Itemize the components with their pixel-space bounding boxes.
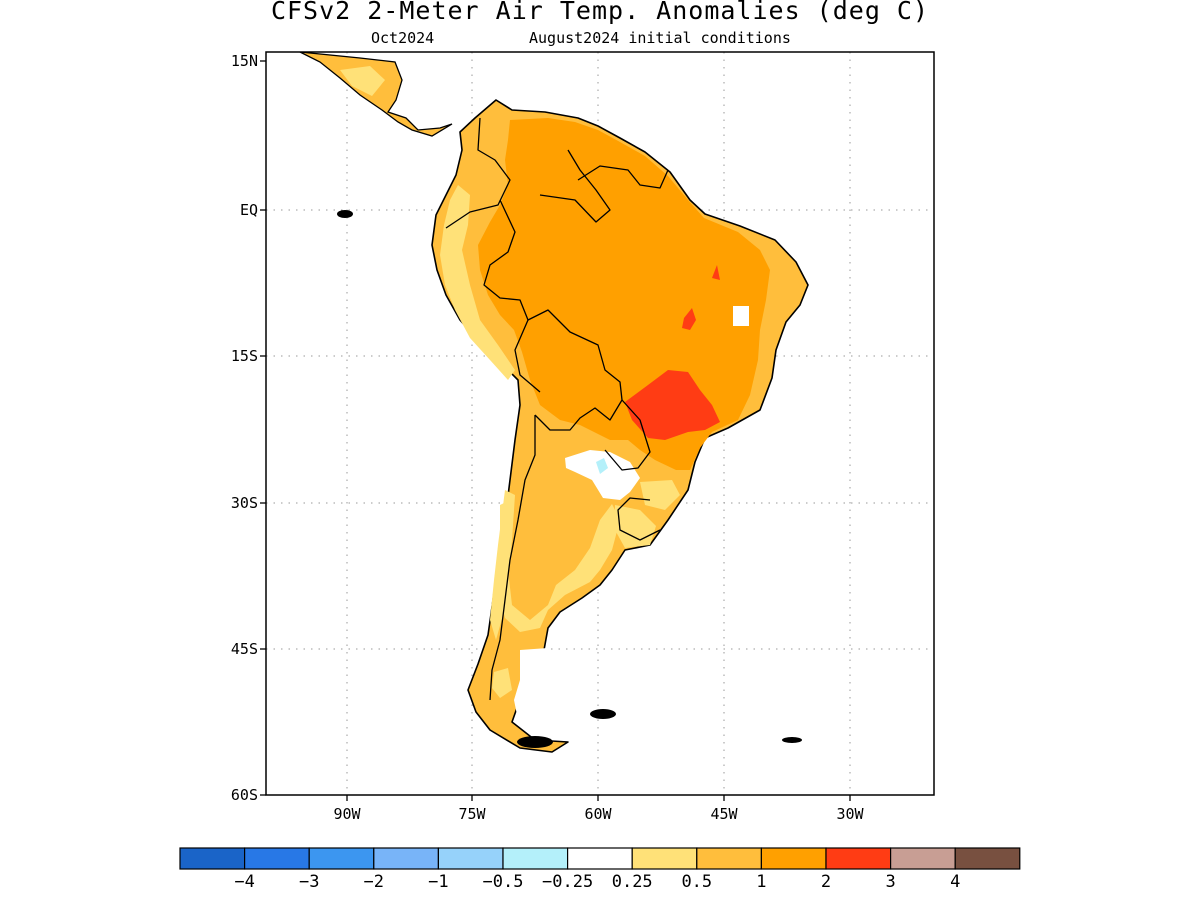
colorbar-swatch — [179, 847, 246, 870]
colorbar-swatch — [437, 847, 504, 870]
neutral-patagonia — [514, 648, 555, 730]
colorbar-swatch — [308, 847, 375, 870]
colorbar-label: 2 — [821, 872, 831, 892]
neutral-patch-brazil — [733, 306, 749, 326]
colorbar-swatch — [244, 847, 310, 870]
lon-tick-label: 60W — [584, 805, 612, 823]
initial-conditions: August2024 initial conditions — [529, 29, 791, 47]
colorbar-label: 3 — [885, 872, 895, 892]
colorbar-label: 0.5 — [681, 872, 712, 892]
colorbar-label: 0.25 — [612, 872, 653, 892]
small-hotspot-a — [682, 308, 696, 330]
colorbar-label: 4 — [950, 872, 960, 892]
islands — [337, 210, 802, 748]
map-title: CFSv2 2-Meter Air Temp. Anomalies (deg C… — [270, 0, 930, 25]
country-borders — [445, 117, 669, 701]
colorbar-swatch — [373, 847, 439, 870]
south-georgia — [782, 737, 802, 743]
central-america-weak — [340, 66, 385, 96]
lon-tick-label: 90W — [333, 805, 361, 823]
galapagos — [337, 210, 353, 218]
anomaly-1-to-2 — [478, 118, 770, 470]
lat-tick-label: 15S — [231, 347, 258, 365]
colorbar-swatch — [825, 847, 892, 870]
colorbar-swatch — [954, 847, 1021, 870]
colorbar-label: 1 — [756, 872, 766, 892]
brazil-south-weak — [640, 480, 680, 510]
neutral-paraguay — [565, 450, 640, 500]
lon-tick-label: 30W — [836, 805, 864, 823]
lat-tick-label: 60S — [231, 786, 258, 804]
colorbar-swatch — [566, 847, 633, 870]
argentina-moderate — [508, 448, 615, 620]
colorbar-label: −4 — [234, 872, 254, 892]
anomaly-2-to-3 — [625, 370, 720, 440]
pacific-coast-weak — [440, 185, 515, 380]
falkland-islands — [590, 709, 616, 719]
central-america-anomaly — [299, 52, 453, 137]
patagonia-weak — [492, 668, 512, 698]
andes-weak-strip — [490, 490, 515, 640]
anomaly-field — [299, 52, 809, 753]
colorbar-label: −2 — [364, 872, 384, 892]
colorbar-label: −3 — [299, 872, 319, 892]
lat-tick-label: 15N — [231, 52, 258, 70]
map-frame — [265, 51, 935, 796]
lat-tick-label: 30S — [231, 494, 258, 512]
colorbar-label: −0.5 — [483, 872, 524, 892]
lon-tick-label: 75W — [458, 805, 486, 823]
longitude-axis: 90W 75W 60W 45W 30W — [333, 795, 865, 823]
colorbar-label: −0.25 — [542, 872, 593, 892]
colorbar-swatch — [889, 847, 956, 870]
lat-tick-label: EQ — [240, 201, 258, 219]
colorbar-label: −1 — [428, 872, 448, 892]
valid-month: Oct2024 — [371, 29, 435, 47]
lat-tick-label: 45S — [231, 640, 258, 658]
lon-tick-label: 45W — [710, 805, 738, 823]
latitude-axis: 15N EQ 15S 30S 45S 60S — [231, 52, 266, 804]
colorbar-swatch — [696, 847, 762, 870]
weak-cold-patch — [596, 458, 608, 474]
tierra-del-fuego — [517, 736, 553, 748]
colorbar-swatch — [631, 847, 698, 870]
small-hotspot-b — [712, 265, 720, 280]
colorbar-swatch — [502, 847, 569, 870]
colorbar-swatch — [760, 847, 827, 870]
colorbar: −4 −3 −2 −1 −0.5 −0.25 0.25 0.5 1 2 3 4 — [179, 847, 1021, 892]
